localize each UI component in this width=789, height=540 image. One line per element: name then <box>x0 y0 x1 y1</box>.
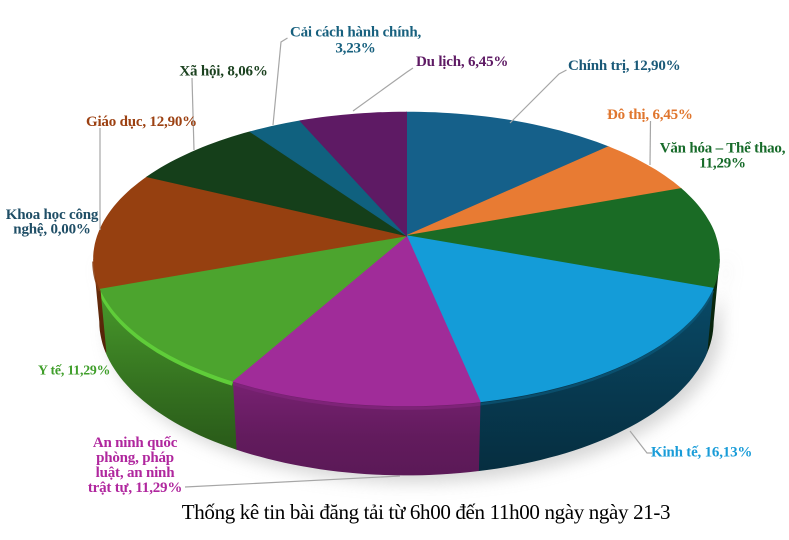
svg-text:Khoa học công: Khoa học công <box>6 207 99 223</box>
svg-text:trật tự, 11,29%: trật tự, 11,29% <box>88 480 182 496</box>
svg-text:Du lịch, 6,45%: Du lịch, 6,45% <box>416 54 508 70</box>
svg-text:Đô thị, 6,45%: Đô thị, 6,45% <box>607 107 693 123</box>
svg-text:Chính trị, 12,90%: Chính trị, 12,90% <box>568 58 680 74</box>
svg-text:luật, an ninh: luật, an ninh <box>96 465 176 481</box>
svg-text:phòng, pháp: phòng, pháp <box>96 450 174 466</box>
svg-text:Cải cách hành chính,: Cải cách hành chính, <box>290 25 421 41</box>
svg-text:Thống kê tin bài đăng tải từ 6: Thống kê tin bài đăng tải từ 6h00 đến 11… <box>182 500 670 524</box>
svg-text:Xã hội, 8,06%: Xã hội, 8,06% <box>179 64 267 80</box>
svg-text:11,29%: 11,29% <box>699 156 746 172</box>
svg-text:An ninh quốc: An ninh quốc <box>93 435 178 451</box>
svg-text:Y tế, 11,29%: Y tế, 11,29% <box>38 363 110 378</box>
svg-text:nghệ, 0,00%: nghệ, 0,00% <box>13 222 90 238</box>
svg-text:Giáo dục, 12,90%: Giáo dục, 12,90% <box>86 114 197 130</box>
svg-text:3,23%: 3,23% <box>335 41 375 57</box>
svg-text:Kinh tế, 16,13%: Kinh tế, 16,13% <box>651 445 752 461</box>
svg-text:Văn hóa – Thể thao,: Văn hóa – Thể thao, <box>660 141 786 157</box>
